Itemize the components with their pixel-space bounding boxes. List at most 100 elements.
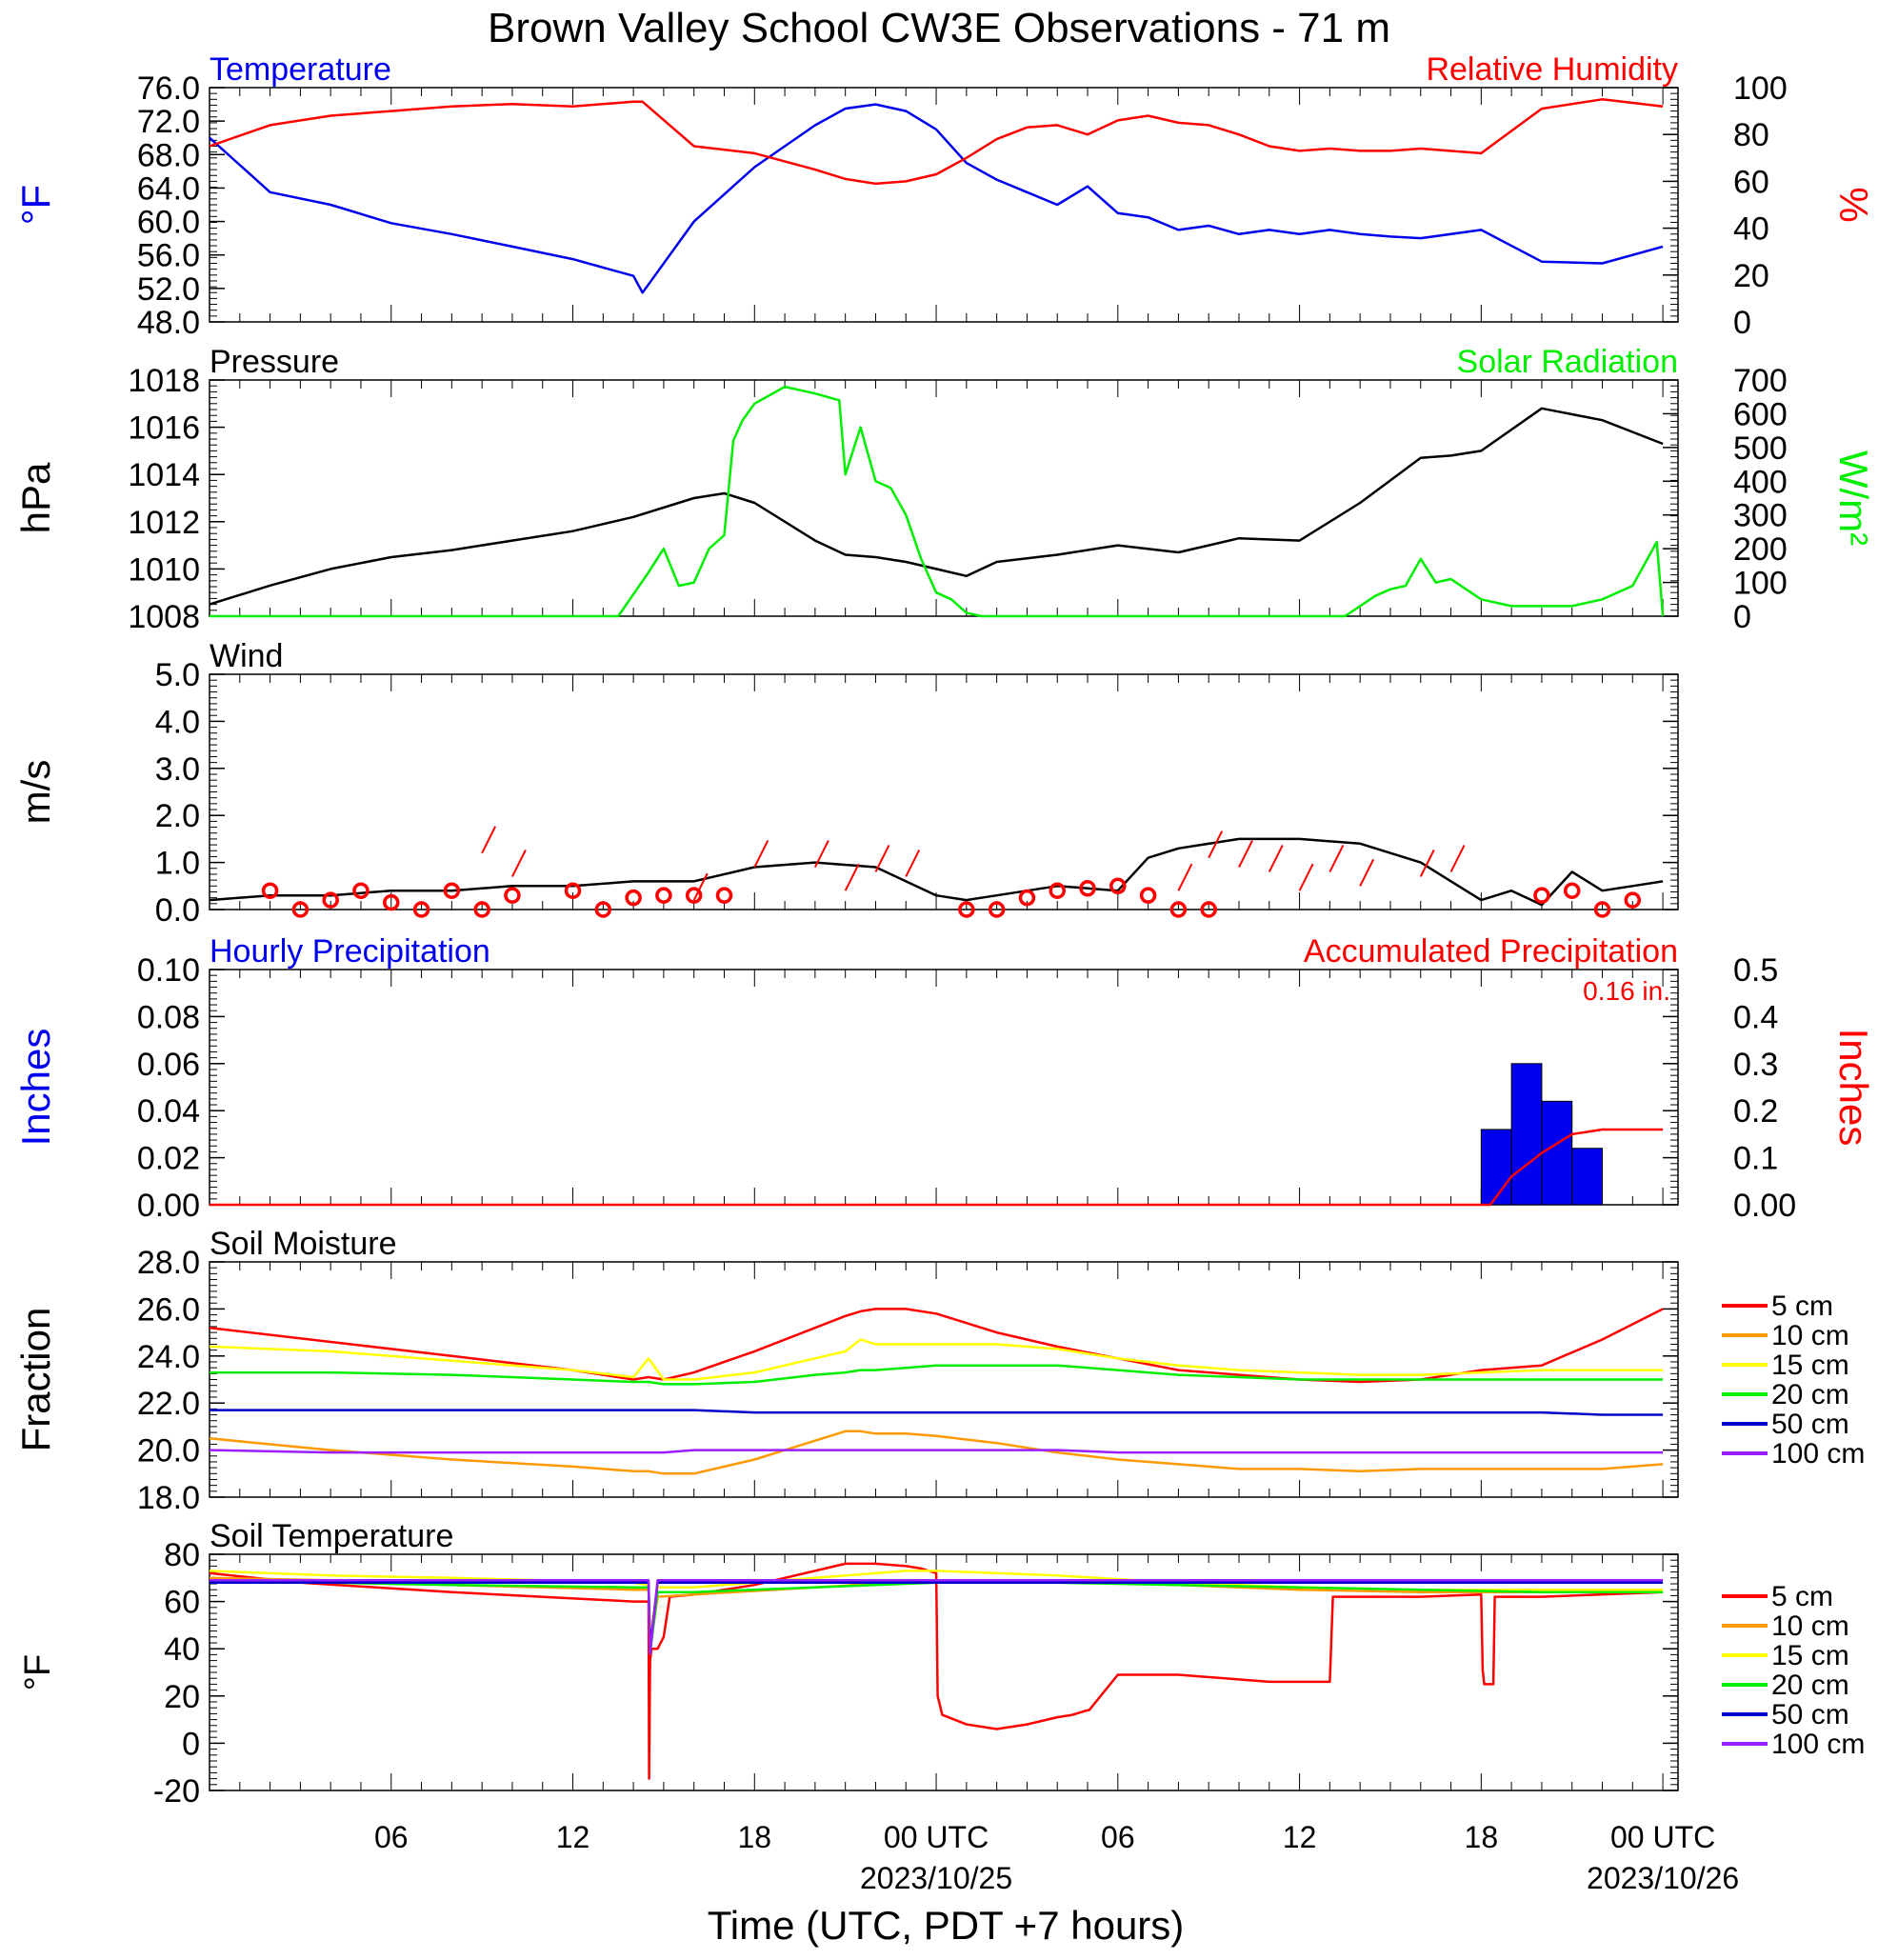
calm-wind-marker <box>322 891 339 909</box>
y-tick-label: 64.0 <box>137 170 200 207</box>
y2-axis-label: Inches <box>1831 1029 1876 1147</box>
y2-tick-label: 500 <box>1733 430 1788 467</box>
y-tick-label: 0.06 <box>137 1047 200 1083</box>
y-tick-label: 1012 <box>128 505 200 541</box>
y-tick-label: 60 <box>164 1585 200 1621</box>
wind-barb <box>1177 863 1193 891</box>
x-date-label: 2023/10/26 <box>1587 1861 1739 1895</box>
wind-barb <box>813 840 829 868</box>
series-relative-humidity <box>209 98 1664 186</box>
calm-wind-marker <box>1563 882 1581 899</box>
y-tick-label: 40 <box>164 1631 200 1668</box>
y-tick-label: 60.0 <box>137 205 200 241</box>
y2-tick-label: 80 <box>1733 117 1769 153</box>
y2-tick-label: 300 <box>1733 498 1788 534</box>
wind-barb <box>1419 849 1435 877</box>
x-tick-label: 18 <box>737 1820 771 1854</box>
y-tick-label: 0.10 <box>137 952 200 989</box>
calm-wind-marker <box>1139 887 1157 904</box>
y2-axis-label: W/m² <box>1831 450 1876 546</box>
calm-wind-marker <box>1169 901 1188 918</box>
y-tick-label: 1014 <box>128 457 200 493</box>
wind-barb <box>1298 863 1314 891</box>
y-tick-label: 72.0 <box>137 104 200 140</box>
y-tick-label: 0.08 <box>137 999 200 1035</box>
wind-barb <box>874 845 890 872</box>
y-tick-label: 5.0 <box>155 657 200 693</box>
y2-tick-label: 60 <box>1733 164 1769 200</box>
panel-title-right: Relative Humidity <box>1426 51 1678 88</box>
y-axis-label: °F <box>13 185 58 225</box>
y-axis-label: Inches <box>13 1029 58 1147</box>
calm-wind-marker <box>352 882 370 899</box>
calm-wind-marker <box>625 889 642 907</box>
calm-wind-marker <box>1109 877 1127 895</box>
calm-wind-marker <box>1018 889 1036 907</box>
wind-barb <box>1208 830 1224 859</box>
y-tick-label: 1010 <box>128 551 200 588</box>
panel-title-left: Wind <box>210 638 283 674</box>
panel-temp_rh: 76.072.068.064.060.056.052.048.0 100 80 60 4… <box>13 51 1876 341</box>
series-20-cm <box>209 1579 1664 1655</box>
y-tick-label: 1018 <box>128 363 200 399</box>
calm-wind-marker <box>504 887 521 904</box>
y-tick-label: 0.00 <box>137 1188 200 1224</box>
y-axis-label: °F <box>18 1654 58 1690</box>
series-accumulated-precipitation <box>210 1128 1664 1207</box>
precip-bar <box>1571 1148 1604 1206</box>
calm-wind-marker <box>564 882 582 899</box>
x-tick-label: 06 <box>374 1820 409 1854</box>
wind-barb <box>692 872 709 901</box>
legend-label: 50 cm <box>1771 1409 1849 1440</box>
y-tick-label: 68.0 <box>137 137 200 173</box>
y-tick-label: 0.0 <box>155 892 200 929</box>
y2-tick-label: 40 <box>1733 211 1769 248</box>
calm-wind-marker <box>261 882 279 899</box>
series-solar-radiation <box>210 385 1665 618</box>
y-tick-label: 24.0 <box>137 1339 200 1375</box>
calm-wind-marker <box>383 893 400 911</box>
y-tick-label: 22.0 <box>137 1386 200 1422</box>
panel-title-left: Soil Moisture <box>210 1226 397 1262</box>
calm-wind-marker <box>958 901 975 918</box>
calm-wind-marker <box>1533 887 1550 904</box>
y2-tick-label: 0.4 <box>1733 999 1778 1035</box>
legend-label: 5 cm <box>1771 1290 1833 1322</box>
calm-wind-marker <box>412 901 430 918</box>
x-axis-title: Time (UTC, PDT +7 hours) <box>708 1903 1185 1948</box>
wind-barb <box>844 863 860 891</box>
calm-wind-marker <box>1079 880 1096 897</box>
wind-barb <box>1449 845 1466 872</box>
x-tick-label: 18 <box>1465 1820 1499 1854</box>
y2-tick-label: 20 <box>1733 258 1769 294</box>
y-tick-label: 80 <box>164 1537 200 1573</box>
y-tick-label: 20 <box>164 1679 200 1715</box>
calm-wind-marker <box>594 901 612 918</box>
precip-bar <box>1510 1063 1543 1206</box>
legend-label: 100 cm <box>1771 1438 1865 1470</box>
legend-label: 10 cm <box>1771 1610 1849 1642</box>
y2-tick-label: 400 <box>1733 464 1788 500</box>
calm-wind-marker <box>473 901 490 918</box>
legend-label: 20 cm <box>1771 1670 1849 1701</box>
y-axis-label: m/s <box>13 760 58 825</box>
y2-tick-label: 0.5 <box>1733 952 1778 989</box>
legend-label: 20 cm <box>1771 1379 1849 1410</box>
y-axis-label: hPa <box>13 462 58 533</box>
annotation-total: 0.16 in. <box>1583 976 1670 1006</box>
wind-barb <box>481 826 497 854</box>
wind-barb <box>905 849 921 877</box>
series-10-cm <box>209 1430 1664 1475</box>
y-tick-label: 28.0 <box>137 1245 200 1281</box>
series-temperature <box>209 103 1664 294</box>
y2-tick-label: 700 <box>1733 363 1788 399</box>
x-tick-label: 00 UTC <box>884 1820 989 1854</box>
x-axis-labels: 06 12 18 00 UTC 06 12 18 00 UTC 2023/10/25 2023/1… <box>374 1820 1739 1895</box>
wind-barb <box>1238 840 1253 868</box>
precip-bar <box>1541 1100 1573 1206</box>
calm-wind-marker <box>1593 901 1611 918</box>
panels: 76.072.068.064.060.056.052.048.010080604… <box>13 51 1876 1810</box>
legend-label: 15 cm <box>1771 1350 1849 1381</box>
